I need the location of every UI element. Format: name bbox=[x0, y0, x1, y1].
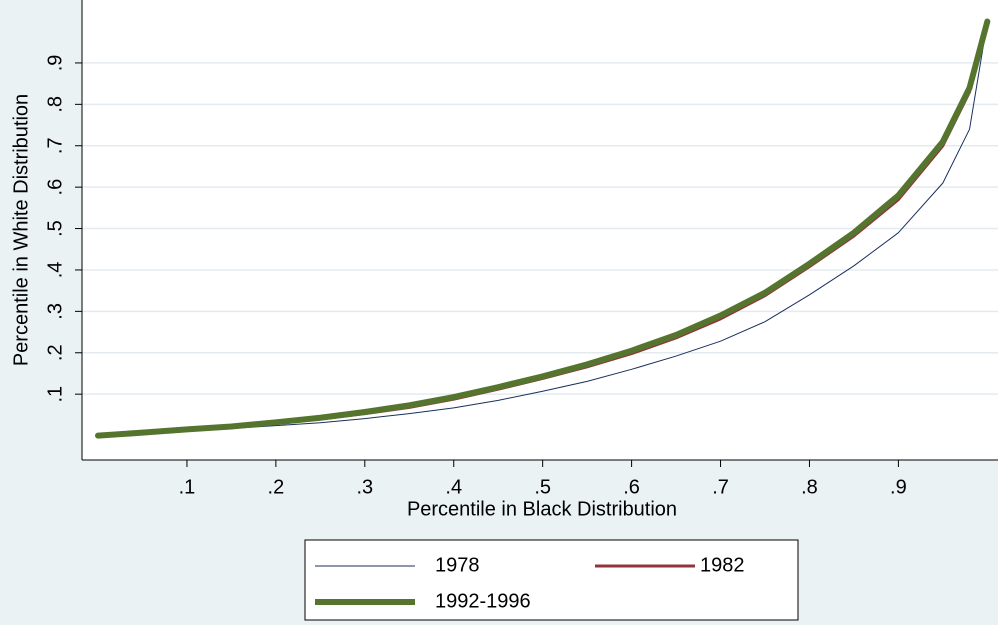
x-tick-label: .6 bbox=[623, 476, 640, 498]
legend-label: 1982 bbox=[700, 554, 745, 576]
series-line bbox=[95, 18, 991, 439]
x-tick-label: .2 bbox=[268, 476, 285, 498]
x-axis-title: Percentile in Black Distribution bbox=[407, 498, 677, 520]
legend-label: 1978 bbox=[435, 554, 480, 576]
y-tick-label: .3 bbox=[44, 303, 66, 320]
y-tick-label: .4 bbox=[44, 262, 66, 279]
x-tick-label: .3 bbox=[356, 476, 373, 498]
legend: 1978 1982 1992-1996 bbox=[304, 539, 799, 621]
y-tick-label: .7 bbox=[44, 137, 66, 154]
y-tick-label: .2 bbox=[44, 344, 66, 361]
x-tick-label: .4 bbox=[445, 476, 462, 498]
y-tick-label: .6 bbox=[44, 179, 66, 196]
y-tick-label: .9 bbox=[44, 55, 66, 72]
x-tick-label: .9 bbox=[890, 476, 907, 498]
plot-area bbox=[82, 0, 998, 460]
y-tick-label: .1 bbox=[44, 386, 66, 403]
legend-label: 1992-1996 bbox=[435, 590, 531, 612]
x-tick-label: .8 bbox=[801, 476, 818, 498]
x-tick-label: .1 bbox=[179, 476, 196, 498]
y-axis-title: Percentile in White Distribution bbox=[10, 94, 32, 366]
legend-box bbox=[304, 539, 799, 621]
y-tick-label: .5 bbox=[44, 220, 66, 237]
y-tick-label: .8 bbox=[44, 96, 66, 113]
x-tick-label: .7 bbox=[712, 476, 729, 498]
x-tick-label: .5 bbox=[534, 476, 551, 498]
